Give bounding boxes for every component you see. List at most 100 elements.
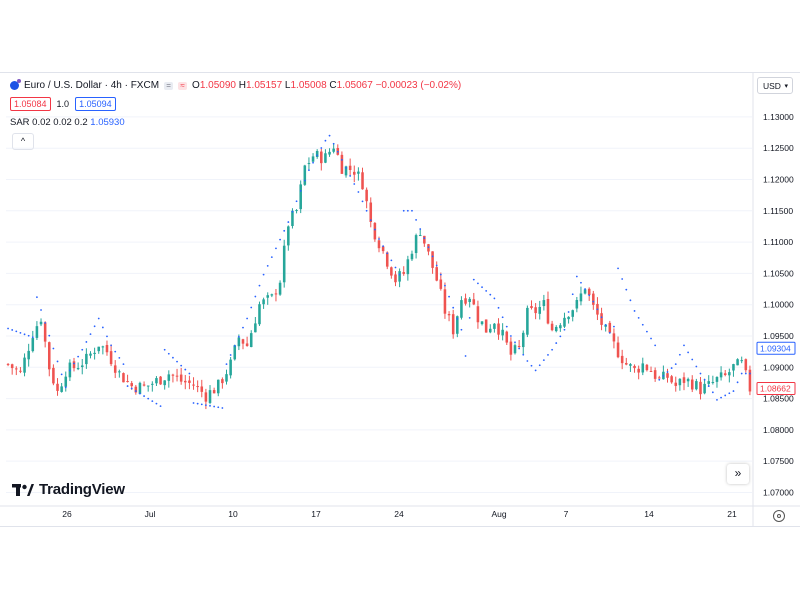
tradingview-logo[interactable]: TradingView <box>12 481 125 498</box>
sar-dot <box>114 350 117 353</box>
candle-body <box>27 350 30 360</box>
candle-body <box>447 314 451 316</box>
sar-dot <box>36 296 38 299</box>
sar-dot <box>427 246 430 249</box>
x-tick-label: 10 <box>228 509 238 519</box>
candle-body <box>307 163 311 165</box>
candle-body <box>320 151 323 164</box>
sar-dot <box>575 275 578 278</box>
sar-dot <box>666 371 669 373</box>
double-chevron-right-icon: » <box>734 466 742 480</box>
sar-dot <box>382 245 385 248</box>
sar-dot <box>477 282 479 285</box>
sar-dot <box>398 273 401 276</box>
candle-body <box>249 333 253 348</box>
eye-icon[interactable]: = <box>164 81 174 90</box>
sar-dot <box>716 398 718 401</box>
sar-dot <box>213 405 216 408</box>
candle-body <box>526 307 529 335</box>
logo-text: TradingView <box>39 481 125 498</box>
candle-body <box>328 151 331 155</box>
sar-dot <box>192 402 195 404</box>
candle-body <box>200 386 204 392</box>
candle-body <box>451 314 455 335</box>
candle-body <box>493 323 496 329</box>
sar-dot <box>592 300 595 303</box>
candle-body <box>229 359 232 376</box>
candle-body <box>625 363 628 365</box>
scroll-to-realtime-button[interactable]: » <box>727 464 749 484</box>
timezone-settings-icon[interactable] <box>773 510 785 522</box>
sar-dot <box>678 353 681 356</box>
sar-dot <box>85 341 88 343</box>
sar-dot <box>691 358 694 361</box>
sar-dot <box>604 324 607 326</box>
candle-body <box>113 365 117 373</box>
sar-dot <box>266 264 269 267</box>
sar-dot <box>147 397 150 400</box>
collapse-legend-button[interactable]: ^ <box>12 133 34 150</box>
candle-body <box>385 252 389 267</box>
sar-dot <box>580 281 582 284</box>
buy-price-button[interactable]: 1.05094 <box>75 97 116 111</box>
candle-body <box>723 373 727 375</box>
candle-body <box>357 171 360 174</box>
candle-body <box>274 293 278 295</box>
candle-body <box>534 307 537 314</box>
y-tick-label: 1.13000 <box>763 112 794 122</box>
candle-body <box>505 331 509 343</box>
x-tick-label: 24 <box>394 509 404 519</box>
candle-body <box>608 322 612 333</box>
candle-body <box>122 373 125 383</box>
sar-dot <box>497 306 500 309</box>
candle-body <box>348 165 352 171</box>
sar-dot <box>184 368 187 371</box>
candle-body <box>748 369 752 392</box>
sar-dot <box>703 378 706 381</box>
candle-body <box>245 343 249 346</box>
sar-dot <box>744 372 747 375</box>
sar-dot <box>646 330 648 333</box>
sar-dot <box>159 405 162 407</box>
sar-dot <box>60 373 63 376</box>
candle-body <box>423 235 426 244</box>
sar-dot <box>514 341 516 344</box>
candle-body <box>204 392 208 402</box>
candle-body <box>130 383 133 387</box>
sar-dot <box>493 297 496 300</box>
candle-body <box>196 386 199 388</box>
sar-dot <box>406 209 409 212</box>
candle-body <box>282 245 286 283</box>
trade-price-row: 1.05084 1.0 1.05094 <box>10 97 116 111</box>
sar-dot <box>588 294 591 297</box>
currency-selector[interactable]: USD ▾ <box>757 77 793 94</box>
candle-body <box>583 289 587 294</box>
sar-dot <box>163 348 166 351</box>
sar-dot <box>711 391 714 394</box>
sar-dot <box>316 154 319 157</box>
sar-dot <box>196 402 199 405</box>
sar-dot <box>56 360 59 363</box>
sell-price-button[interactable]: 1.05084 <box>10 97 51 111</box>
sar-dot <box>200 403 203 406</box>
candle-body <box>674 382 678 386</box>
sar-dot <box>126 385 129 387</box>
candle-body <box>460 300 463 318</box>
candle-body <box>344 166 348 176</box>
candle-body <box>530 306 533 308</box>
sar-dot <box>217 406 220 409</box>
symbol-settings-icon[interactable]: ≈ <box>178 81 188 90</box>
symbol-title[interactable]: Euro / U.S. Dollar · 4h · FXCM <box>24 80 160 91</box>
indicator-legend[interactable]: SAR 0.02 0.02 0.2 1.05930 <box>10 117 125 128</box>
sar-dot <box>68 369 71 372</box>
candle-body <box>60 386 63 392</box>
sar-dot <box>130 387 133 390</box>
sar-dot <box>233 344 236 347</box>
chevron-down-icon: ▾ <box>784 83 788 90</box>
sar-dot <box>687 351 690 354</box>
x-tick-label: 17 <box>311 509 321 519</box>
sar-dot <box>23 333 26 336</box>
candle-body <box>262 299 265 305</box>
x-tick-label: 21 <box>727 509 737 519</box>
